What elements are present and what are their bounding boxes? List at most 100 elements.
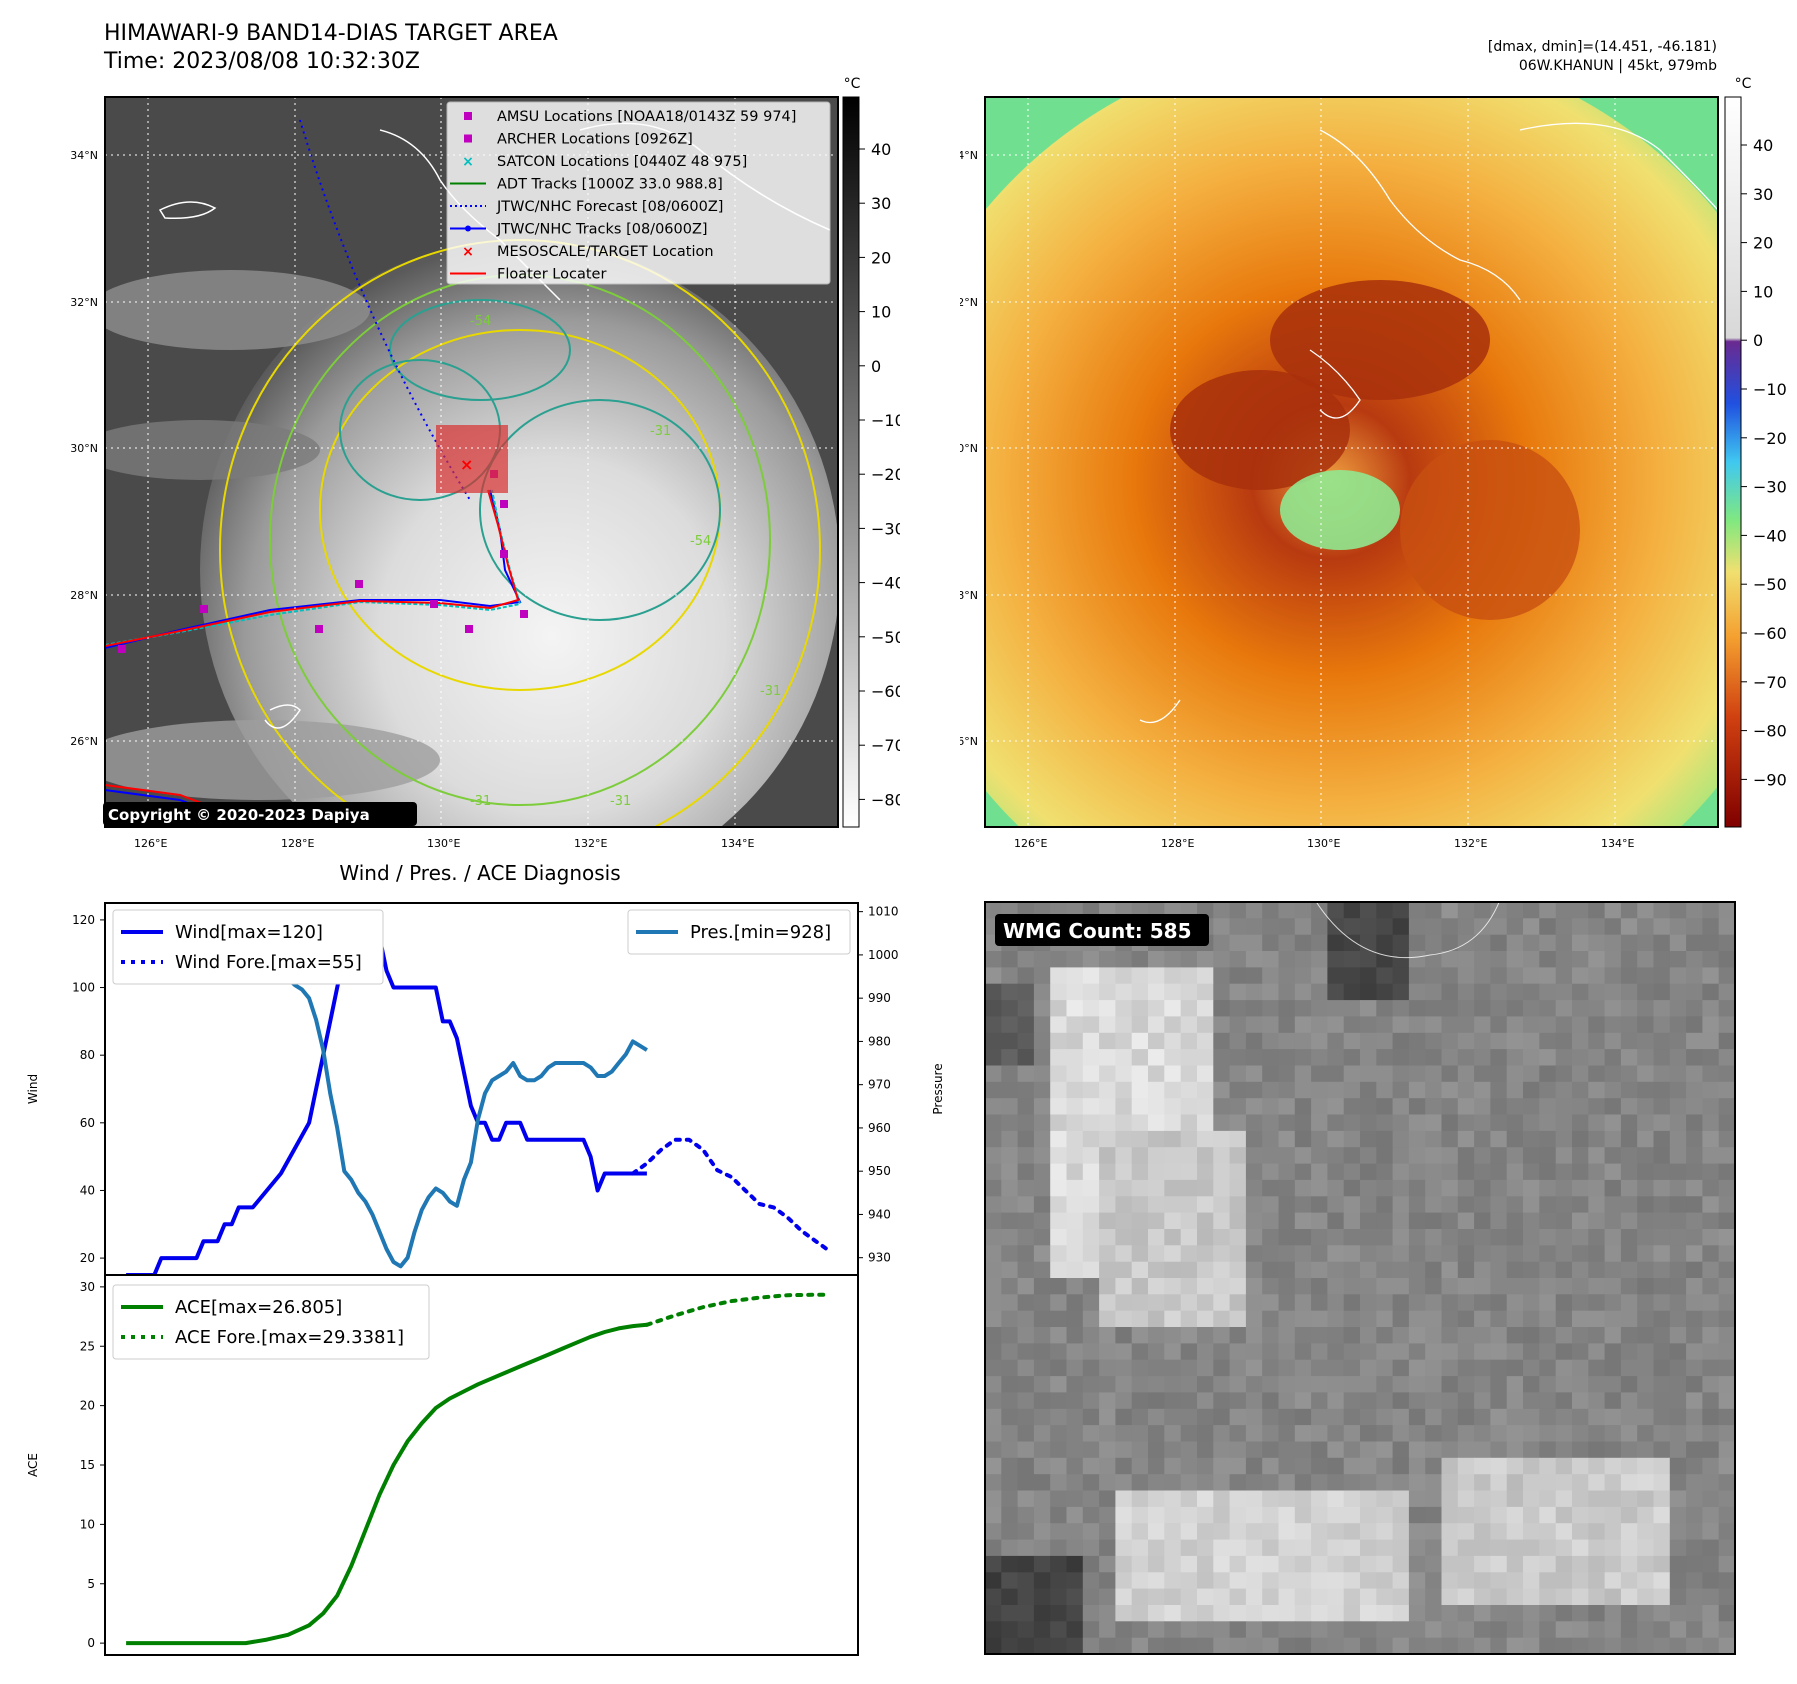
ir-lat-ticks: 34°N 32°N 30°N 28°N 26°N [70, 149, 98, 748]
y-tick-label: 30 [80, 1280, 95, 1294]
legend-entry: AMSU Locations [NOAA18/0143Z 59 974] [464, 109, 796, 125]
colorbar-tick-label: 40 [1753, 136, 1773, 155]
color-colorbar-unit: °C [1735, 76, 1752, 92]
colorbar-tick-label: −80 [1753, 722, 1787, 741]
legend-label: SATCON Locations [0440Z 48 975] [497, 154, 747, 170]
wind-pressure-chart: 20 40 60 80 100 120 930 940 950 960 970 980 990 1000 1… [26, 902, 945, 1277]
title-line-1: HIMAWARI-9 BAND14-DIAS TARGET AREA [104, 21, 558, 46]
legend-x-marker: × [462, 154, 474, 170]
ir-colorbar [842, 96, 860, 828]
legend-entry: ARCHER Locations [0926Z] [464, 132, 693, 148]
ir-legend: AMSU Locations [NOAA18/0143Z 59 974] ARCH… [446, 101, 831, 285]
y2-tick-label: 1010 [868, 905, 899, 919]
legend-label: ADT Tracks [1000Z 33.0 988.8] [497, 177, 723, 193]
colorbar-tick-label: 0 [871, 357, 881, 376]
series-line [126, 1322, 648, 1646]
color-cloud-field [985, 97, 1718, 827]
target-area-box [436, 425, 508, 493]
colorbar-tick-label: 20 [871, 248, 891, 267]
legend-square-marker [464, 134, 472, 143]
colorbar-tick-label: −40 [871, 574, 900, 593]
chart-legend: ACE[max=26.805] ACE Fore.[max=29.3381] [112, 1284, 430, 1360]
wmg-coastline [1314, 899, 1501, 959]
svg-text:-31: -31 [470, 794, 491, 809]
color-lon-ticks: 126°E 128°E 130°E 132°E 134°E [1014, 837, 1634, 850]
svg-text:128°E: 128°E [1161, 837, 1194, 850]
svg-text:34°N: 34°N [70, 149, 98, 162]
y2-tick-label: 980 [868, 1034, 891, 1048]
color-colorbar [1724, 96, 1742, 828]
colorbar-tick-label: 30 [1753, 185, 1773, 204]
series-line [644, 1292, 832, 1327]
colorbar-tick-label: −60 [871, 682, 900, 701]
svg-text:28°N: 28°N [960, 589, 978, 602]
legend-label: Wind Fore.[max=55] [175, 952, 362, 973]
color-graticule [985, 97, 1718, 827]
legend-label: Wind[max=120] [175, 922, 323, 943]
colorbar-tick-label: −20 [1753, 429, 1787, 448]
wmg-panel: WMG Count: 585 [984, 899, 1736, 1655]
svg-text:30°N: 30°N [960, 442, 978, 455]
y2-tick-label: 1000 [868, 948, 899, 962]
svg-text:26°N: 26°N [70, 735, 98, 748]
legend-label: ARCHER Locations [0926Z] [497, 132, 693, 148]
chart-legend: Pres.[min=928] [627, 909, 851, 955]
diagnosis-title: Wind / Pres. / ACE Diagnosis [339, 861, 620, 885]
y2-tick-label: 970 [868, 1078, 891, 1092]
colorbar-tick-label: −50 [1753, 575, 1787, 594]
svg-text:134°E: 134°E [721, 837, 754, 850]
wmg-pixel-field [985, 902, 1736, 1655]
svg-text:-31: -31 [760, 684, 781, 699]
color-map-panel: 126°E 128°E 130°E 132°E 134°E 34°N 32°N … [960, 76, 1787, 850]
ir-colorbar-ticks: 40 30 20 10 0 −10 −20 −30 −40 −50 −60 −70 −80 [859, 140, 900, 809]
svg-text:134°E: 134°E [1601, 837, 1634, 850]
legend-entry: ADT Tracks [1000Z 33.0 988.8] [450, 177, 723, 193]
ir-colorbar-unit: °C [844, 76, 861, 92]
colorbar-tick-label: 40 [871, 140, 891, 159]
storm-summary: [dmax, dmin]=(14.451, -46.181) 06W.KHANU… [1488, 38, 1717, 76]
y-axis-label: Wind [26, 1074, 40, 1104]
legend-label: JTWC/NHC Tracks [08/0600Z] [496, 222, 708, 238]
y2-tick-label: 950 [868, 1164, 891, 1178]
y-axis-label: ACE [26, 1453, 40, 1477]
legend-entry: JTWC/NHC Forecast [08/0600Z] [450, 199, 723, 215]
stats-line-2: 06W.KHANUN | 45kt, 979mb [1518, 58, 1717, 74]
color-coastlines [1139, 122, 1718, 724]
y2-tick-label: 940 [868, 1207, 891, 1221]
copyright-text: Copyright © 2020-2023 Dapiya [108, 806, 370, 824]
svg-text:132°E: 132°E [1454, 837, 1487, 850]
colorbar-tick-label: −90 [1753, 770, 1787, 789]
y-tick-label: 20 [80, 1251, 95, 1265]
ace-chart: 0 5 10 15 20 25 30 ACE ACE[max=26.805] ACE Fore.[… [26, 1274, 859, 1656]
svg-text:30°N: 30°N [70, 442, 98, 455]
legend-entry: × SATCON Locations [0440Z 48 975] [462, 154, 747, 170]
color-colorbar-ticks: 40 30 20 10 0 −10 −20 −30 −40 −50 −60 −70 −80 −90 [1741, 136, 1787, 789]
colorbar-tick-label: −80 [871, 790, 900, 809]
legend-label: JTWC/NHC Forecast [08/0600Z] [496, 199, 723, 215]
svg-text:130°E: 130°E [427, 837, 460, 850]
legend-label: Floater Locater [497, 267, 606, 283]
copyright-badge [103, 802, 417, 826]
legend-label: AMSU Locations [NOAA18/0143Z 59 974] [497, 109, 796, 125]
wmg-frame [984, 901, 1736, 1655]
svg-text:130°E: 130°E [1307, 837, 1340, 850]
colorbar-tick-label: −70 [1753, 673, 1787, 692]
y-tick-label: 0 [87, 1636, 95, 1650]
colorbar-tick-label: 10 [871, 303, 891, 322]
y-tick-label: 20 [80, 1399, 95, 1413]
legend-label: ACE Fore.[max=29.3381] [175, 1327, 404, 1348]
y-tick-label: 120 [72, 913, 95, 927]
svg-text:126°E: 126°E [1014, 837, 1047, 850]
floater-track [105, 489, 520, 647]
colorbar-tick-label: 10 [1753, 282, 1773, 301]
contour-labels: -31 -54 -54 -31 -31 -31 [470, 314, 781, 809]
legend-dot-marker [465, 225, 471, 232]
y-tick-label: 5 [87, 1577, 95, 1591]
wmg-count-label: WMG Count: 585 [1003, 919, 1192, 943]
series-line [630, 1137, 832, 1254]
colorbar-tick-label: 20 [1753, 234, 1773, 253]
ir-map-frame [104, 96, 839, 828]
y2-tick-label: 960 [868, 1121, 891, 1135]
legend-label: Pres.[min=928] [690, 922, 831, 943]
wmg-badge [995, 914, 1209, 946]
